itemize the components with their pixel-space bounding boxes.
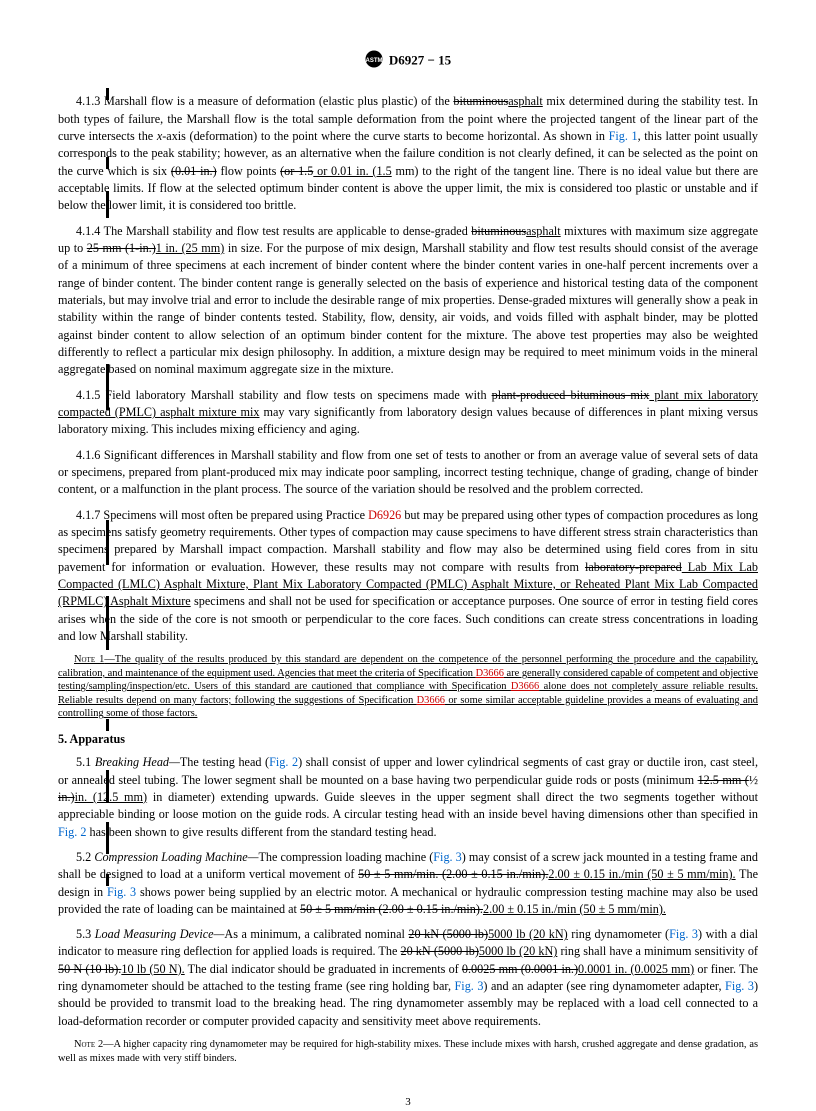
para-5.1: 5.1 Breaking Head—The testing head (Fig.… [58, 754, 758, 841]
strike: (or 1.5 [280, 164, 313, 178]
text: ) and an adapter (see ring dynamometer a… [483, 979, 725, 993]
text: The compression loading machine ( [258, 850, 433, 864]
change-bar [106, 719, 109, 731]
text: The Marshall stability and flow test res… [104, 224, 472, 238]
text: -axis (deformation) to the point where t… [162, 129, 608, 143]
change-bar [106, 191, 109, 218]
strike: plant-produced bituminous mix [492, 388, 650, 402]
astm-logo: ASTM [365, 50, 383, 73]
change-bar [106, 520, 109, 565]
note-label: Note 1 [74, 654, 104, 665]
text: flow points [217, 164, 280, 178]
para-5.2: 5.2 Compression Loading Machine—The comp… [58, 849, 758, 918]
fig-link[interactable]: Fig. 3 [669, 927, 698, 941]
para-num: 5.1 [76, 755, 91, 769]
note-1: Note 1—The quality of the results produc… [58, 653, 758, 721]
text: ½ [749, 773, 758, 787]
para-num: 4.1.7 [76, 508, 100, 522]
underline: asphalt [526, 224, 561, 238]
underline: 1 in. (25 mm) [156, 241, 225, 255]
strike: 20 kN (5000 lb) [408, 927, 488, 941]
page-number: 3 [58, 1095, 758, 1111]
strike: 20 kN (5000 lb) [400, 944, 478, 958]
underline: 2.00 ± 0.15 in./min (50 ± 5 mm/min). [483, 902, 666, 916]
strike: 25 mm (1-in.) [87, 241, 156, 255]
text: Specimens will most often be prepared us… [103, 508, 368, 522]
term: Load Measuring Device— [95, 927, 225, 941]
para-4.1.5: 4.1.5 Field laboratory Marshall stabilit… [58, 387, 758, 439]
para-4.1.3: 4.1.3 Marshall flow is a measure of defo… [58, 93, 758, 214]
designation: D6927 − 15 [389, 53, 451, 68]
change-bar [106, 88, 109, 100]
fig-link[interactable]: Fig. 3 [725, 979, 754, 993]
text: Field laboratory Marshall stability and … [105, 388, 491, 402]
underline: 0.0001 in. (0.0025 mm) [578, 962, 694, 976]
underline: 10 lb (50 N). [121, 962, 184, 976]
text: Significant differences in Marshall stab… [58, 448, 758, 497]
fig-link[interactable]: Fig. 1 [609, 129, 638, 143]
para-num: 4.1.4 [76, 224, 100, 238]
ref-link[interactable]: D3666 [511, 681, 539, 692]
text: in size. For the purpose of mix design, … [58, 241, 758, 376]
text: Marshall flow is a measure of deformatio… [104, 94, 453, 108]
change-bar [106, 364, 109, 410]
ref-link[interactable]: D3666 [417, 695, 445, 706]
term: Compression Loading Machine— [94, 850, 258, 864]
strike: (0.01 in.) [171, 164, 217, 178]
underline: or 0.01 in. (1.5 [313, 164, 391, 178]
ref-link[interactable]: D3666 [476, 668, 504, 679]
text: in diameter) extending upwards. Guide sl… [58, 790, 758, 821]
note-2: Note 2—A higher capacity ring dynamomete… [58, 1038, 758, 1065]
text: The testing head ( [180, 755, 269, 769]
underline: 5000 lb (20 kN) [479, 944, 557, 958]
para-4.1.7: 4.1.7 Specimens will most often be prepa… [58, 507, 758, 646]
strike: bituminous [453, 94, 508, 108]
fig-link[interactable]: Fig. 3 [433, 850, 461, 864]
strike: 50 ± 5 mm/min (2.00 ± 0.15 in./min). [300, 902, 483, 916]
text: ring dynamometer ( [568, 927, 669, 941]
section-5-title: 5. Apparatus [58, 731, 758, 748]
page-body: ASTM D6927 − 15 4.1.3 Marshall flow is a… [58, 50, 758, 1111]
text: ring shall have a minimum sensitivity of [557, 944, 758, 958]
strike: 12.5 mm ( [698, 773, 749, 787]
para-num: 4.1.3 [76, 94, 100, 108]
ref-link[interactable]: D6926 [368, 508, 401, 522]
para-num: 5.3 [76, 927, 91, 941]
para-num: 4.1.5 [76, 388, 100, 402]
term: Breaking Head— [95, 755, 180, 769]
strike: 0.0025 mm (0.0001 in.) [462, 962, 578, 976]
underline: asphalt [508, 94, 543, 108]
para-4.1.6: 4.1.6 Significant differences in Marshal… [58, 447, 758, 499]
text: —A higher capacity ring dynamometer may … [58, 1039, 758, 1064]
strike: 50 N (10 lb). [58, 962, 121, 976]
header: ASTM D6927 − 15 [58, 50, 758, 73]
svg-text:ASTM: ASTM [365, 58, 382, 64]
strike: bituminous [471, 224, 526, 238]
underline: 2.00 ± 0.15 in./min (50 ± 5 mm/min). [548, 867, 735, 881]
change-bar [106, 874, 109, 886]
para-num: 5.2 [76, 850, 91, 864]
para-num: 4.1.6 [76, 448, 100, 462]
change-bar [106, 770, 109, 802]
change-bar [106, 157, 109, 169]
para-5.3: 5.3 Load Measuring Device—As a minimum, … [58, 926, 758, 1030]
underline: in. (12.5 mm) [75, 790, 147, 804]
text: As a minimum, a calibrated nominal [224, 927, 408, 941]
para-4.1.4: 4.1.4 The Marshall stability and flow te… [58, 223, 758, 379]
change-bar [106, 822, 109, 854]
text: The dial indicator should be graduated i… [185, 962, 462, 976]
change-bar [106, 596, 109, 650]
note-label: Note 2 [74, 1039, 103, 1050]
underline: 5000 lb (20 kN) [488, 927, 568, 941]
fig-link[interactable]: Fig. 2 [269, 755, 298, 769]
strike: 50 ± 5 mm/min. (2.00 ± 0.15 in./min). [358, 867, 548, 881]
text: has been shown to give results different… [86, 825, 436, 839]
strike: in.) [58, 790, 75, 804]
fig-link[interactable]: Fig. 3 [455, 979, 484, 993]
fig-link[interactable]: Fig. 3 [107, 885, 136, 899]
strike: laboratory-prepared [585, 560, 682, 574]
fig-link[interactable]: Fig. 2 [58, 825, 86, 839]
